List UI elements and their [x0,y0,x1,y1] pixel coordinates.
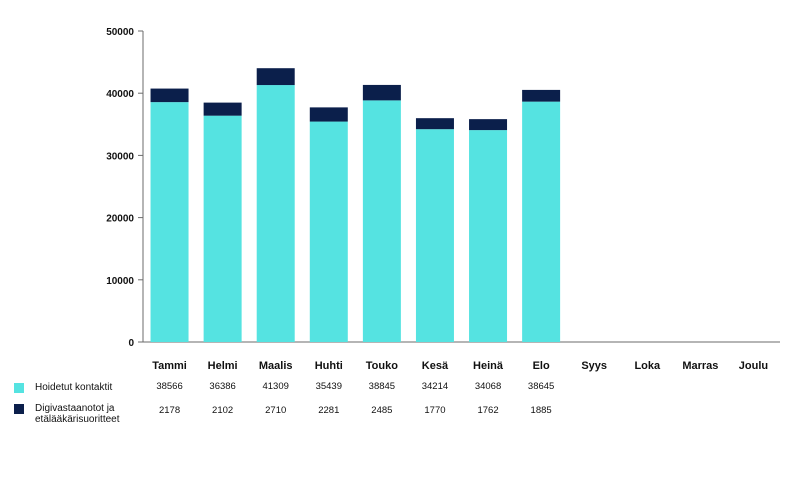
bar-digital [522,89,561,102]
data-table: 38566 36386 41309 35439 38845 34214 34068 38645… [156,381,554,416]
bar-contacts [256,85,295,343]
legend-row-digital: Digivastaanotot ja etälääkärisuoritteet [14,403,155,425]
table-cell: 1885 [531,405,552,416]
table-cell: 2102 [212,405,233,416]
x-tick-label: Tammi [152,360,187,372]
table-cell: 2485 [371,405,392,416]
x-tick-label: Marras [682,360,718,372]
x-tick-label: Touko [366,360,398,372]
bar-contacts [150,102,189,342]
y-tick-label: 50000 [106,27,134,38]
x-tick-label: Huhti [315,360,343,372]
x-tick-label: Elo [533,360,550,372]
bar-contacts [362,100,401,343]
axes [138,30,780,343]
bar-contacts [415,129,454,342]
legend-swatch-digital [14,404,24,414]
bar-contacts [203,115,242,342]
bar-digital [203,102,242,116]
table-cell: 34068 [475,381,501,392]
table-cell: 36386 [209,381,235,392]
bar-digital [469,119,508,131]
x-tick-labels: Tammi Helmi Maalis Huhti Touko Kesä Heinä Elo Sy… [152,360,768,372]
table-cell: 41309 [262,381,288,392]
table-cell: 34214 [422,381,448,392]
table-cell: 38566 [156,381,182,392]
table-cell: 1762 [477,405,498,416]
x-tick-label: Helmi [208,360,238,372]
y-tick-label: 0 [128,338,134,349]
bar-contacts [469,130,508,342]
table-cell: 1770 [424,405,445,416]
x-tick-label: Heinä [473,360,504,372]
y-tick-labels: 0 10000 20000 30000 40000 50000 [106,27,134,349]
bar-contacts [522,101,561,342]
table-cell: 2710 [265,405,286,416]
bar-digital [415,118,454,130]
legend-label-digital: Digivastaanotot ja etälääkärisuoritteet [35,403,120,425]
table-cell: 38645 [528,381,554,392]
x-tick-label: Syys [581,360,607,372]
y-tick-label: 40000 [106,89,134,100]
table-cell: 2178 [159,405,180,416]
x-tick-label: Loka [634,360,661,372]
legend-label-contacts: Hoidetut kontaktit [35,382,113,393]
x-tick-label: Maalis [259,360,293,372]
bar-contacts [309,121,348,342]
bar-digital [362,84,401,101]
table-cell: 35439 [316,381,342,392]
legend-row-contacts: Hoidetut kontaktit [14,382,155,393]
y-tick-label: 30000 [106,151,134,162]
table-cell: 38845 [369,381,395,392]
bar-digital [256,68,295,86]
bars [150,68,561,343]
x-tick-label: Kesä [422,360,449,372]
y-tick-label: 10000 [106,276,134,287]
legend-swatch-contacts [14,383,24,393]
y-tick-label: 20000 [106,214,134,225]
x-tick-label: Joulu [739,360,768,372]
table-cell: 2281 [318,405,339,416]
bar-digital [309,107,348,122]
bar-digital [150,88,189,103]
